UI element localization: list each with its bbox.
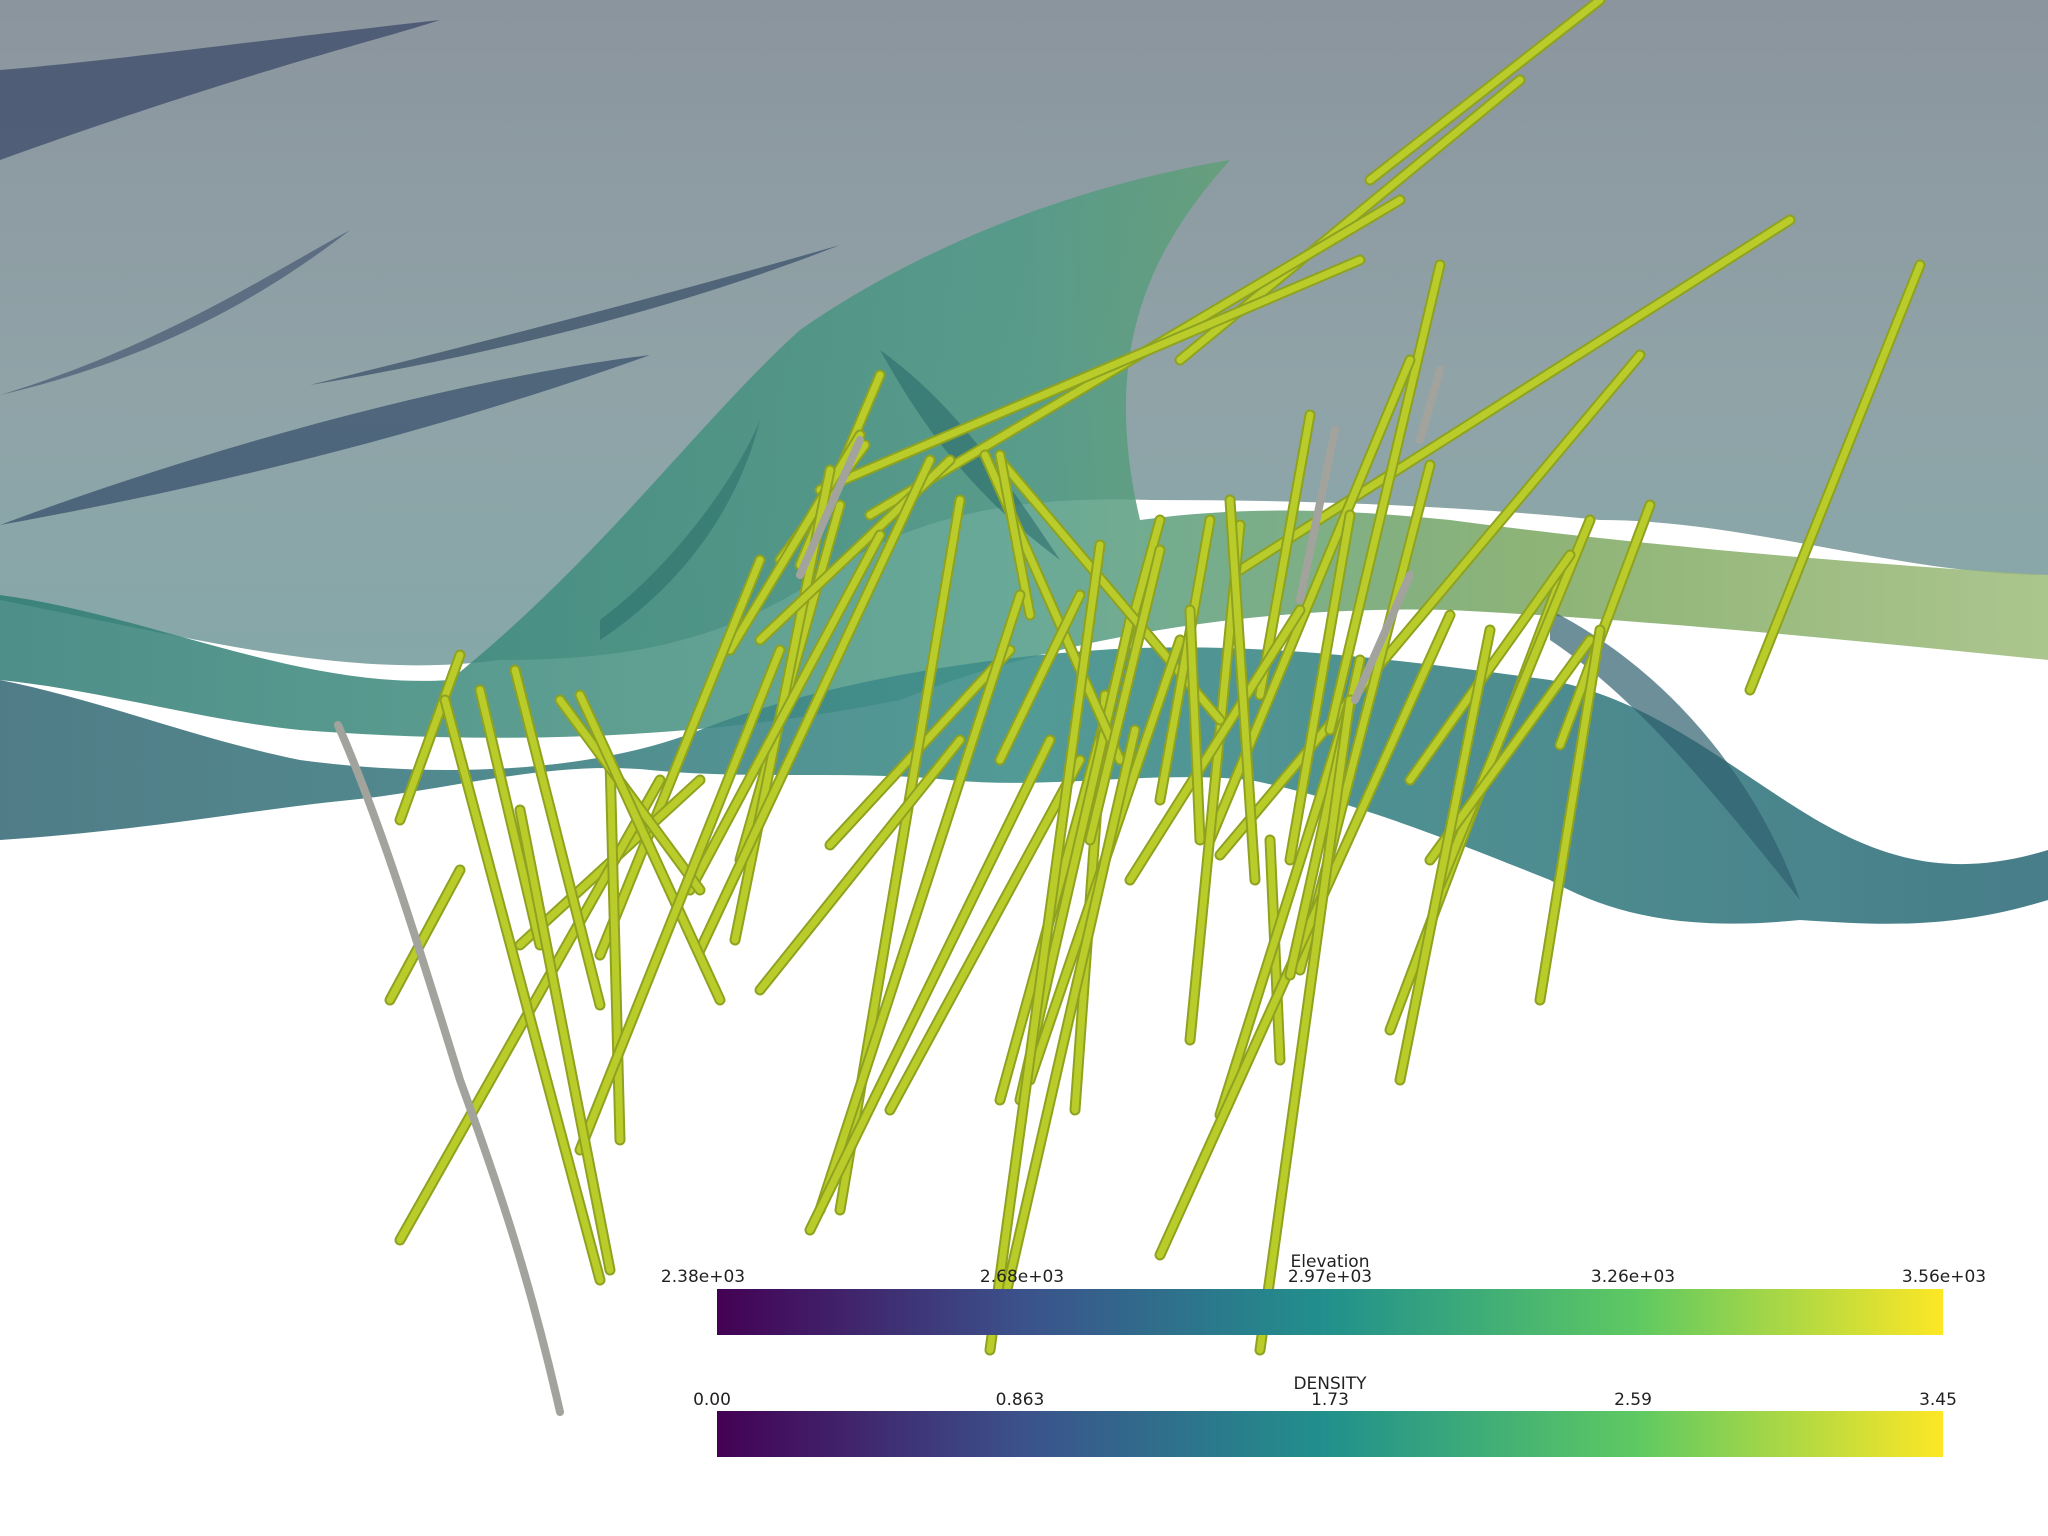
drillhole (511, 666, 604, 1009)
drillhole (1226, 496, 1259, 884)
colorbar-title: Elevation (1290, 1252, 1370, 1272)
drillhole (1216, 351, 1644, 859)
surface-ridge (600, 420, 760, 640)
drillhole (441, 696, 604, 1284)
drillhole (1536, 626, 1604, 1004)
drillhole-unassayed (1416, 366, 1444, 444)
drillhole (1126, 606, 1304, 884)
drillhole (476, 686, 544, 949)
drillhole-unassayed (796, 436, 864, 579)
drillhole (1396, 626, 1494, 1084)
drillholes (334, 0, 1926, 1416)
drillhole (986, 541, 1104, 1354)
drillhole (1256, 696, 1354, 1354)
drillhole (886, 756, 1084, 1114)
drillhole (1186, 521, 1244, 1044)
drillhole (816, 256, 1364, 494)
drillhole (996, 451, 1034, 619)
colorbar-tick-label: 2.59 (1614, 1390, 1652, 1410)
drillhole (1326, 261, 1444, 734)
drillhole (1256, 411, 1314, 699)
colorbar-gradient (717, 1289, 1943, 1335)
drillhole (1156, 516, 1214, 804)
drillhole (996, 726, 1139, 1324)
drillhole (1406, 551, 1574, 784)
drillhole (1366, 0, 1604, 184)
drillhole (996, 591, 1084, 764)
surface-ridge (0, 20, 440, 160)
drillhole (396, 651, 464, 824)
drillhole (516, 806, 614, 1274)
colorbar-tick-label: 3.56e+03 (1901, 1267, 1987, 1287)
drillhole-unassayed (1351, 571, 1414, 704)
drillhole (1556, 501, 1654, 749)
drillhole-unassayed (1296, 426, 1339, 604)
drillhole (1286, 511, 1354, 864)
drillhole (576, 646, 784, 1154)
drillhole (806, 736, 1054, 1234)
drillhole (1236, 216, 1794, 574)
drillhole (596, 556, 764, 959)
colorbar-tick-label: 1.73 (1311, 1390, 1349, 1410)
colorbar-title: DENSITY (1293, 1374, 1367, 1394)
colorbar-tick-label: 0.00 (693, 1390, 731, 1410)
drillhole (686, 531, 884, 894)
drillhole (696, 456, 934, 954)
drillhole (576, 691, 724, 1004)
drillhole (1186, 606, 1204, 844)
drillhole (756, 736, 964, 994)
colorbar-tick-label: 0.863 (995, 1390, 1045, 1410)
drillhole (1156, 611, 1454, 1259)
drillhole (726, 431, 864, 654)
colorbar-tick-label: 2.97e+03 (1287, 1267, 1373, 1287)
drillhole (386, 866, 464, 1004)
drillhole (1746, 261, 1924, 694)
drillhole (816, 591, 1024, 1214)
surface-ridge (1550, 610, 1800, 900)
drillhole (606, 756, 624, 1144)
colorbar-tick-label: 3.45 (1919, 1390, 1957, 1410)
colorbar-tick-label: 3.26e+03 (1590, 1267, 1676, 1287)
colorbar-tick-label: 2.68e+03 (979, 1267, 1065, 1287)
colorbar-gradient (717, 1411, 1943, 1457)
drillhole (1086, 546, 1164, 844)
surface-ridge (0, 355, 650, 525)
colorbar-tick-label: 2.38e+03 (660, 1267, 746, 1287)
drillhole-unassayed (334, 721, 564, 1416)
drillhole (1436, 516, 1594, 889)
